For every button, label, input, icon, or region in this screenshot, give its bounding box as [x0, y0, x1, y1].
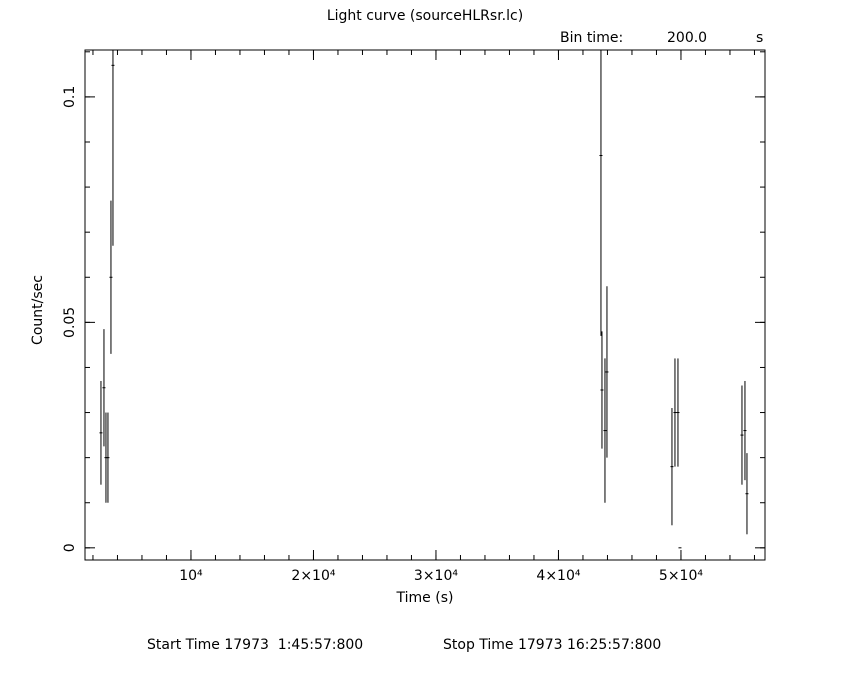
bin-time-unit: s — [756, 30, 763, 46]
bin-time: 200.0 — [667, 30, 707, 46]
y-tick-label: 0.1 — [62, 86, 78, 108]
x-tick-label: 4×10⁴ — [536, 568, 580, 584]
y-axis-label: Count/sec — [30, 275, 46, 345]
y-tick-label: 0 — [62, 543, 78, 552]
bin-time-label: Bin time: — [560, 30, 623, 46]
x-tick-label: 3×10⁴ — [414, 568, 458, 584]
chart-title: Light curve (sourceHLRsr.lc) — [327, 8, 523, 24]
start-time: Start Time 17973 1:45:57:800 — [147, 637, 363, 653]
x-tick-label: 5×10⁴ — [659, 568, 703, 584]
stop-time: Stop Time 17973 16:25:57:800 — [443, 637, 661, 653]
y-tick-label: 0.05 — [62, 307, 78, 338]
x-axis-label: Time (s) — [396, 590, 454, 606]
x-tick-label: 10⁴ — [179, 568, 203, 584]
plot-frame — [84, 49, 766, 561]
x-tick-label: 2×10⁴ — [291, 568, 335, 584]
